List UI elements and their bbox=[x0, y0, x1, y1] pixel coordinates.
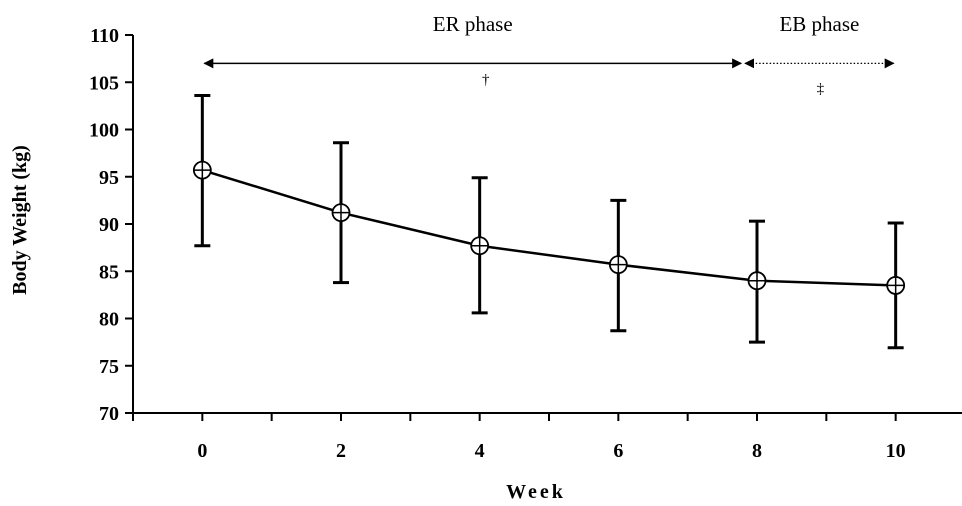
significance-marker: ‡ bbox=[817, 81, 825, 97]
x-tick-label: 0 bbox=[197, 440, 207, 462]
y-axis-ticks: 70 75 80 85 90 95 100 105 110 bbox=[89, 25, 133, 425]
phase-annotations: ER phase † EB phase ‡ bbox=[203, 12, 895, 97]
x-tick-label: 4 bbox=[475, 440, 485, 462]
x-tick-label: 8 bbox=[752, 440, 762, 462]
phase-label: EB phase bbox=[779, 12, 859, 36]
x-tick-label: 10 bbox=[886, 440, 906, 462]
y-tick-label: 105 bbox=[89, 72, 119, 94]
y-tick-label: 70 bbox=[99, 403, 119, 425]
y-tick-label: 80 bbox=[99, 309, 119, 331]
y-axis-title: Body Weight (kg) bbox=[9, 145, 31, 295]
series-layer bbox=[192, 93, 906, 350]
y-tick-label: 95 bbox=[99, 167, 119, 189]
x-tick-label: 6 bbox=[613, 440, 623, 462]
y-tick-label: 100 bbox=[89, 120, 119, 142]
series-line bbox=[201, 168, 896, 287]
y-tick-label: 85 bbox=[99, 261, 119, 283]
x-axis-title: Week bbox=[506, 481, 566, 503]
significance-marker: † bbox=[482, 72, 490, 88]
y-tick-label: 75 bbox=[99, 356, 119, 378]
y-tick-label: 90 bbox=[99, 214, 119, 236]
phase-label: ER phase bbox=[433, 12, 513, 36]
x-tick-label: 2 bbox=[336, 440, 346, 462]
y-tick-label: 110 bbox=[90, 25, 119, 47]
axes bbox=[132, 35, 962, 414]
x-axis-ticks: 0 2 4 6 8 10 bbox=[132, 413, 906, 462]
